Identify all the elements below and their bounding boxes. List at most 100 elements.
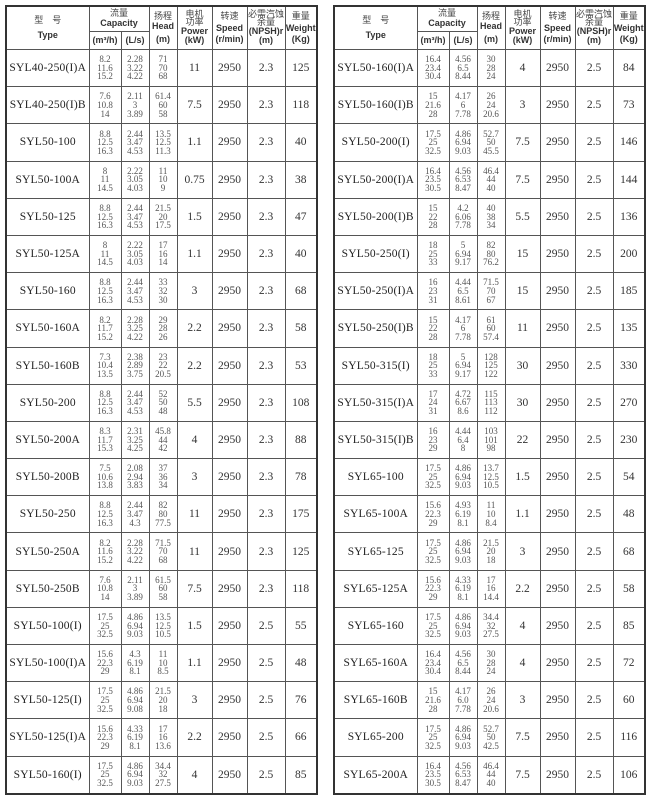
- capacity-m3h: 8.2 11.6 15.2: [88, 532, 122, 571]
- table-row: SYL65-160 17.5 25 32.5 4.86 6.94 9.03 34.4 32…: [333, 606, 646, 646]
- speed: 2950: [539, 309, 576, 348]
- capacity-m3h-value: 7.3: [99, 351, 111, 362]
- head-value: 27.5: [155, 777, 171, 788]
- header-weight: 重量 Weight (Kg): [612, 5, 646, 50]
- head-value: 50: [486, 732, 496, 743]
- table-row: SYL40-250(I)B 7.6 10.8 14 2.11 3 3.89 61.4 60…: [5, 86, 318, 125]
- head-value: 27.5: [483, 629, 499, 640]
- capacity-ls: 2.22 3.05 4.03: [120, 160, 150, 199]
- model-type: SYL50-200: [5, 383, 90, 422]
- capacity-ls-value: 6.5: [457, 657, 469, 668]
- capacity-m3h-value: 17.5: [425, 612, 441, 623]
- capacity-ls-value: 4.44: [455, 277, 471, 288]
- capacity-m3h-value: 25: [100, 769, 110, 780]
- capacity-ls-value: 6.53: [455, 769, 471, 780]
- head-value: 58: [158, 592, 168, 603]
- power: 7.5: [504, 755, 541, 795]
- capacity-ls-value: 4.25: [127, 443, 143, 454]
- head-value: 12.5: [483, 471, 499, 482]
- speed: 2950: [211, 681, 248, 720]
- power: 2.2: [176, 346, 213, 385]
- model-type: SYL50-100(I)A: [5, 643, 90, 683]
- capacity-ls-value: 6.53: [455, 174, 471, 185]
- capacity-ls-value: 2.31: [127, 426, 143, 437]
- power: 5.5: [176, 383, 213, 422]
- capacity-ls-value: 6.94: [455, 620, 471, 631]
- head: 46.4 44 40: [476, 160, 506, 199]
- npsh: 2.3: [246, 495, 286, 534]
- capacity-ls: 2.08 2.94 3.83: [120, 458, 150, 497]
- table-row: SYL50-200(I)B 15 22 28 4.2 6.06 7.78 40 38 34 …: [333, 197, 646, 236]
- head: 13.5 12.5 11.3: [148, 123, 178, 162]
- power: 11: [504, 309, 541, 348]
- capacity-m3h-value: 16.4: [425, 165, 441, 176]
- model-type: SYL50-200(I): [333, 123, 418, 162]
- capacity-ls-value: 3.47: [127, 509, 143, 520]
- capacity-m3h-value: 16.3: [97, 145, 113, 156]
- capacity-m3h-value: 7.6: [99, 574, 111, 585]
- capacity-m3h-value: 17.5: [97, 760, 113, 771]
- head-value: 24: [486, 99, 496, 110]
- type-en: Type: [37, 29, 58, 40]
- capacity-m3h-value: 15: [428, 314, 438, 325]
- power: 5.5: [504, 197, 541, 236]
- head-value: 101: [484, 434, 498, 445]
- header-weight: 重量 Weight (Kg): [284, 5, 318, 50]
- capacity-ls-value: 7.78: [455, 703, 471, 714]
- npsh: 2.5: [574, 755, 614, 795]
- capacity-ls-value: 2.11: [127, 574, 143, 585]
- capacity-ls-value: 3: [132, 583, 138, 594]
- capacity-unit-m3h: (m³/h): [88, 31, 122, 50]
- weight: 48: [284, 643, 318, 683]
- capacity-ls-value: 7.78: [455, 220, 471, 231]
- head-value: 70: [158, 62, 168, 73]
- capacity-ls-value: 4.53: [127, 220, 143, 231]
- capacity-ls-value: 8.1: [457, 517, 469, 528]
- npsh-cn: 必需汽蚀余量: [576, 10, 613, 28]
- capacity-m3h: 7.3 10.4 13.5: [88, 346, 122, 385]
- model-type: SYL40-250(I)B: [5, 86, 90, 125]
- head-value: 20.5: [155, 368, 171, 379]
- head-cn: 扬程: [153, 11, 172, 22]
- head-value: 13.6: [155, 740, 171, 751]
- head-value: 26: [486, 686, 496, 697]
- head-value: 30: [486, 649, 496, 660]
- speed: 2950: [539, 123, 576, 162]
- capacity-ls: 4.56 6.5 8.44: [448, 643, 478, 683]
- model-type: SYL65-160A: [333, 643, 418, 683]
- header-power: 电机功率 Power (kW): [176, 5, 213, 50]
- capacity-ls-value: 8.61: [455, 294, 471, 305]
- head-value: 14: [158, 257, 168, 268]
- capacity-m3h-value: 25: [428, 732, 438, 743]
- head-value: 26: [158, 331, 168, 342]
- weight: 54: [612, 458, 646, 497]
- power: 3: [176, 458, 213, 497]
- capacity-m3h-value: 23.5: [425, 769, 441, 780]
- capacity-m3h-value: 25: [428, 546, 438, 557]
- speed: 2950: [211, 48, 248, 88]
- capacity-ls: 5 6.94 9.17: [448, 234, 478, 274]
- model-type: SYL50-125: [5, 197, 90, 236]
- model-type: SYL65-160: [333, 606, 418, 646]
- weight: 72: [612, 643, 646, 683]
- power: 3: [504, 86, 541, 125]
- table-row: SYL50-125 8.8 12.5 16.3 2.44 3.47 4.53 21.5 2…: [5, 197, 318, 236]
- power: 7.5: [504, 718, 541, 757]
- capacity-m3h: 17.5 25 32.5: [416, 718, 450, 757]
- head-value: 67: [486, 294, 496, 305]
- capacity-ls-value: 4.03: [127, 182, 143, 193]
- weight: 68: [612, 532, 646, 571]
- head-value: 46.4: [483, 165, 499, 176]
- power: 4: [504, 643, 541, 683]
- table-row: SYL50-200 8.8 12.5 16.3 2.44 3.47 4.53 52 50 4…: [5, 383, 318, 422]
- head-value: 11: [158, 649, 168, 660]
- capacity-m3h: 8.8 12.5 16.3: [88, 495, 122, 534]
- capacity-m3h-value: 11: [100, 174, 110, 185]
- table-row: SYL50-160A 8.2 11.7 15.2 2.28 3.25 4.22 29 28…: [5, 309, 318, 348]
- weight: 73: [612, 86, 646, 125]
- speed: 2950: [211, 309, 248, 348]
- capacity-m3h-value: 17.5: [425, 128, 441, 139]
- capacity-ls-value: 2.44: [127, 202, 143, 213]
- model-type: SYL50-250B: [5, 569, 90, 608]
- weight: 76: [284, 681, 318, 720]
